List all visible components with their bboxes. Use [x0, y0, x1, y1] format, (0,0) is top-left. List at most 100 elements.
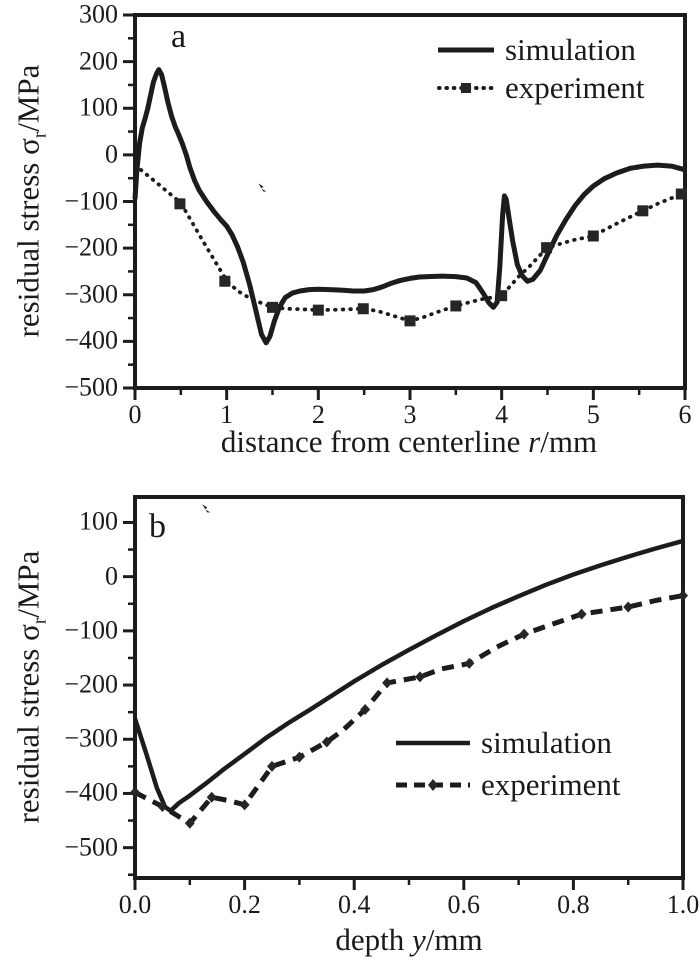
panel-a-letter: a [171, 18, 187, 55]
y-axis-label-unit: /MPa [10, 64, 46, 132]
y-tick-label: 300 [79, 0, 118, 29]
y-axis-label-unit: /MPa [10, 550, 46, 618]
x-axis-label-unit: /mm [425, 922, 483, 957]
experiment-square-marker [637, 205, 649, 217]
legend-item-experiment: experiment [393, 767, 621, 802]
y-axis-label-subscript: r [29, 617, 51, 625]
experiment-diamond-marker [239, 799, 250, 811]
y-tick-label: −300 [64, 723, 118, 753]
panel-b-letter: b [149, 508, 166, 545]
plot-frame [133, 495, 685, 880]
experiment-square-marker [675, 188, 687, 200]
experiment-square-marker [174, 198, 186, 210]
experiment-diamond-marker [321, 736, 332, 748]
curve-simulation [132, 538, 684, 814]
x-axis-label-variable: r [528, 424, 541, 459]
x-tick-label: 0.4 [337, 890, 371, 919]
legend-label-simulation: simulation [481, 725, 612, 760]
panel-b-x-axis-label: depth y/mm [335, 924, 482, 955]
legend-dotted-line-sample [437, 83, 495, 94]
x-tick-label: 0.6 [447, 890, 481, 919]
experiment-square-marker [219, 275, 231, 287]
legend-label-simulation: simulation [505, 32, 636, 67]
experiment-diamond-marker [678, 590, 688, 602]
experiment-square-marker [267, 301, 278, 313]
chart-a-canvas [123, 13, 687, 400]
experiment-diamond-marker [130, 786, 140, 798]
experiment-square-marker [357, 303, 369, 315]
panel-b-y-axis-label: residual stress σr/MPa [10, 550, 51, 824]
legend-square-marker [461, 83, 471, 94]
y-axis-label-text: residual stress σ [10, 138, 46, 338]
y-tick-label: −400 [64, 325, 118, 355]
experiment-diamond-marker [414, 671, 425, 683]
experiment-square-marker [404, 315, 416, 327]
y-tick-label: −500 [64, 372, 118, 402]
y-tick-label: −100 [64, 185, 118, 215]
legend-solid-line-sample [438, 47, 494, 53]
legend-solid-line-sample [396, 741, 470, 746]
experiment-diamond-marker [464, 657, 475, 669]
y-tick-label: −500 [64, 832, 118, 862]
x-axis-label-variable: y [412, 922, 426, 957]
y-tick-label: 100 [79, 506, 118, 536]
y-tick-label: 0 [105, 561, 118, 591]
y-tick-label: 200 [79, 46, 118, 76]
x-tick-label: 4 [495, 400, 509, 429]
legend-diamond-marker [428, 779, 438, 792]
experiment-diamond-marker [382, 677, 393, 689]
panel-a-x-axis-label: distance from centerline r/mm [221, 426, 597, 457]
x-tick-label: 0.0 [118, 890, 152, 919]
x-axis-label-text: distance from centerline [220, 424, 529, 459]
x-tick-label: 6 [678, 400, 692, 429]
y-axis-label-subscript: r [29, 131, 51, 139]
experiment-diamond-marker [294, 751, 305, 763]
experiment-square-marker [450, 300, 462, 312]
experiment-diamond-marker [623, 601, 634, 613]
x-tick-label: 5 [586, 400, 600, 429]
experiment-diamond-marker [576, 608, 587, 620]
experiment-square-marker [541, 242, 553, 254]
experiment-diamond-marker [157, 800, 168, 812]
panel-a-y-axis-label: residual stress σr/MPa [10, 64, 51, 338]
legend-label-experiment: experiment [481, 767, 621, 802]
legend-dashed-line-sample [396, 779, 470, 792]
y-tick-label: 0 [105, 139, 118, 169]
x-tick-label: 1.0 [666, 890, 700, 919]
y-tick-label: −400 [64, 777, 118, 807]
experiment-diamond-marker [519, 628, 530, 640]
experiment-diamond-marker [184, 817, 195, 829]
stray-mark-artifact [202, 504, 211, 513]
x-axis-label-unit: /mm [540, 424, 598, 459]
y-axis-label-text: residual stress σ [10, 624, 46, 824]
panel-b: b residual stress σr/MPa depth y/mm simu… [0, 480, 700, 961]
experiment-square-marker [496, 290, 508, 302]
y-tick-label: −300 [64, 279, 118, 309]
x-tick-label: 2 [311, 400, 325, 429]
y-tick-label: 100 [79, 92, 118, 122]
chart-b-canvas [123, 495, 688, 890]
panel-a: a residual stress σr/MPa distance from c… [0, 0, 700, 478]
stray-mark-artifact [258, 183, 267, 192]
x-axis-label-text: depth [335, 922, 413, 957]
experiment-square-marker [312, 304, 324, 316]
experiment-diamond-marker [267, 760, 277, 772]
x-tick-label: 1 [220, 400, 234, 429]
legend-item-experiment: experiment [435, 70, 645, 105]
curve-experiment [133, 163, 687, 323]
curve-simulation [132, 67, 686, 346]
x-tick-label: 3 [403, 400, 417, 429]
experiment-diamond-marker [206, 791, 217, 803]
x-tick-label: 0.8 [557, 890, 590, 919]
y-tick-label: −100 [64, 615, 118, 645]
legend-item-simulation: simulation [435, 32, 636, 67]
experiment-square-marker [587, 230, 599, 242]
experiment-diamond-marker [360, 703, 371, 715]
curve-experiment [133, 593, 684, 826]
legend-item-simulation: simulation [393, 725, 612, 760]
y-tick-label: −200 [64, 669, 118, 699]
y-tick-label: −200 [64, 232, 118, 262]
x-tick-label: 0 [128, 400, 142, 429]
legend-label-experiment: experiment [505, 70, 645, 105]
